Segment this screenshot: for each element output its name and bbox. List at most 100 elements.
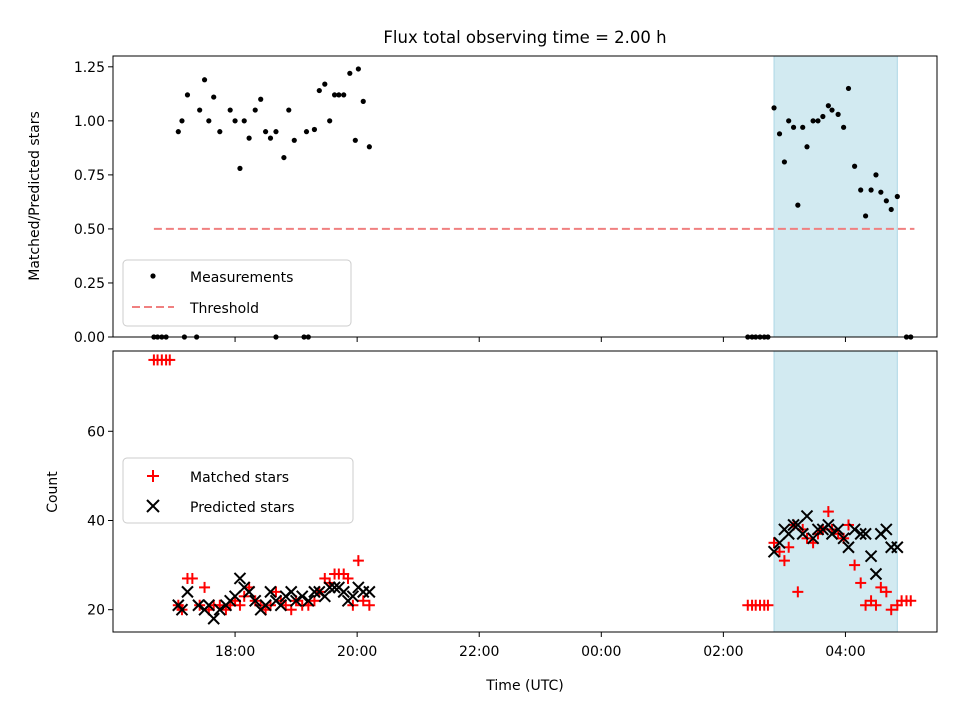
measurement-point <box>786 118 792 124</box>
measurement-point <box>331 92 338 98</box>
matched-star-point <box>885 604 897 616</box>
measurement-point <box>211 94 217 100</box>
predicted-star-stroke-b <box>891 541 904 554</box>
bottom-x-tick-label: 02:00 <box>703 644 743 660</box>
predicted-star-stroke-b <box>831 523 845 536</box>
measurement-point <box>232 118 238 124</box>
predicted-star-point <box>274 599 288 612</box>
legend-matched-label: Matched stars <box>190 470 289 486</box>
predicted-star-stroke-b <box>837 532 850 545</box>
measurement-point <box>179 118 185 124</box>
predicted-star-point <box>869 567 883 581</box>
bottom-x-tick-label: 20:00 <box>337 644 377 660</box>
matched-star-point <box>199 581 211 593</box>
predicted-star-point <box>192 599 205 612</box>
measurement-point <box>360 98 366 104</box>
matched-star-point <box>363 599 375 611</box>
top-shaded-interval <box>773 55 898 338</box>
legend-predicted-marker <box>146 499 160 513</box>
legend-measurements-label: Measurements <box>190 270 293 286</box>
matched-star-point <box>778 555 790 567</box>
predicted-star-stroke-b <box>796 527 809 541</box>
matched-star-point <box>855 577 867 589</box>
measurement-point <box>776 131 783 137</box>
predicted-star-point <box>831 523 845 536</box>
predicted-star-stroke-b <box>363 585 376 599</box>
top-legend: Measurements Threshold <box>122 259 352 327</box>
measurement-point <box>800 124 806 130</box>
measurement-point <box>258 96 264 102</box>
predicted-star-stroke-b <box>296 590 309 603</box>
top-y-tick-label: 1.25 <box>74 60 105 76</box>
top-y-tick-label: 0.00 <box>74 330 105 346</box>
predicted-star-stroke-b <box>859 527 872 541</box>
top-y-tick-label: 0.75 <box>74 168 105 184</box>
matched-star-point <box>186 572 198 584</box>
measurement-point <box>237 165 243 171</box>
predicted-star-point <box>864 549 878 563</box>
predicted-star-stroke-b <box>242 585 256 599</box>
measurement-point <box>303 129 310 135</box>
measurement-point <box>771 105 777 111</box>
matched-star-point <box>352 555 364 567</box>
predicted-star-stroke-b <box>308 585 321 599</box>
predicted-star-stroke-b <box>323 581 336 594</box>
predicted-star-point <box>337 585 350 599</box>
matched-star-point <box>849 559 861 571</box>
measurement-point <box>862 213 869 219</box>
measurement-point <box>341 92 347 98</box>
predicted-star-stroke-b <box>233 572 247 585</box>
matched-star-point <box>762 599 774 611</box>
predicted-star-point <box>891 541 904 554</box>
bottom-y-tick-label: 60 <box>87 424 105 440</box>
measurement-point <box>781 159 788 165</box>
bottom-y-axis-label: Count <box>45 471 61 513</box>
bottom-x-tick-label: 22:00 <box>459 644 499 660</box>
predicted-star-point <box>249 594 262 607</box>
bottom-y-tick-label: 20 <box>87 603 105 619</box>
measurement-point <box>883 198 889 204</box>
measurement-point <box>291 137 297 143</box>
predicted-star-stroke-b <box>787 518 800 532</box>
bottom-y-tick-label: 40 <box>87 513 105 529</box>
measurement-point <box>845 85 852 92</box>
predicted-star-point <box>259 599 272 612</box>
predicted-star-point <box>242 585 256 599</box>
top-y-tick-label: 1.00 <box>74 114 105 130</box>
predicted-star-stroke-b <box>264 585 277 599</box>
measurement-point <box>252 107 258 113</box>
top-x-ticks <box>234 337 846 342</box>
x-axis-label: Time (UTC) <box>485 678 563 694</box>
measurement-point <box>175 129 181 135</box>
predicted-star-stroke-b <box>318 590 332 603</box>
measurement-point <box>795 202 801 208</box>
predicted-star-point <box>848 523 861 536</box>
matched-star-point <box>342 572 354 584</box>
top-y-tick-label: 0.50 <box>74 222 105 238</box>
predicted-star-point <box>346 590 360 603</box>
measurement-point <box>262 129 269 135</box>
predicted-star-point <box>363 585 376 599</box>
measurement-point <box>327 118 333 124</box>
predicted-star-stroke-b <box>202 599 216 612</box>
measurement-point <box>241 118 247 124</box>
predicted-star-point <box>854 527 867 541</box>
measurement-point <box>366 144 372 150</box>
measurement-point <box>316 87 322 94</box>
measurement-point <box>347 70 353 76</box>
legend-measurements-marker <box>150 273 156 279</box>
measurement-point <box>336 92 342 98</box>
legend-predicted-label: Predicted stars <box>190 500 295 516</box>
matched-star-point <box>842 519 854 531</box>
predicted-star-stroke-b <box>175 603 189 616</box>
predicted-star-stroke-b <box>848 523 861 536</box>
predicted-star-stroke-b <box>869 567 883 581</box>
predicted-star-point <box>175 603 189 616</box>
predicted-star-point <box>811 523 825 536</box>
measurement-point <box>835 111 841 117</box>
measurement-point <box>790 124 797 130</box>
predicted-star-stroke-b <box>822 518 835 532</box>
measurement-point <box>227 107 233 113</box>
measurement-point <box>197 107 203 113</box>
